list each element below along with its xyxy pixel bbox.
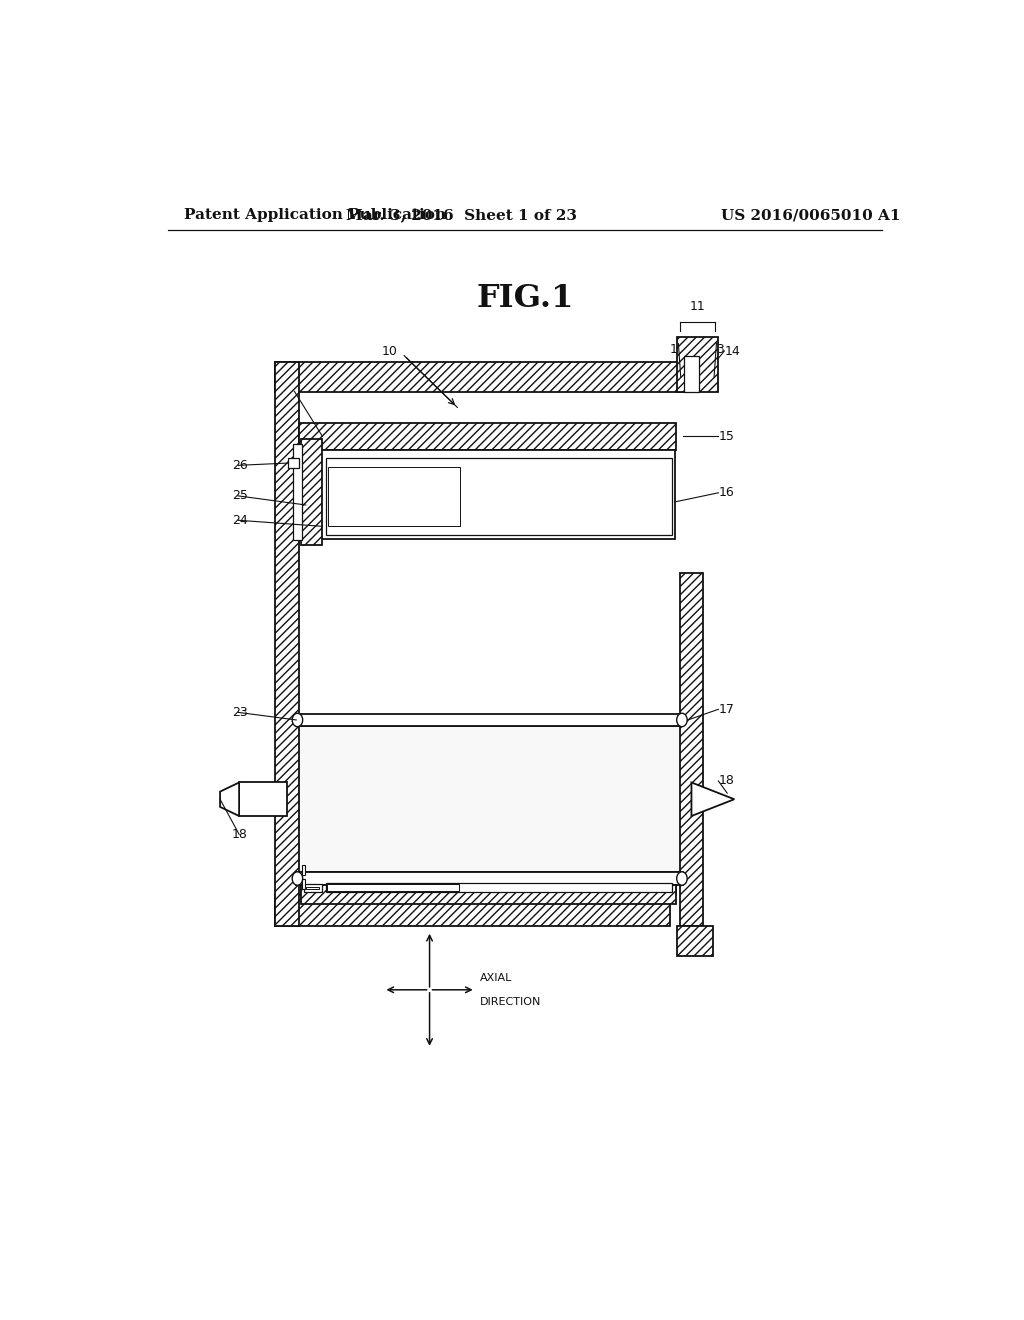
Bar — [240, 783, 287, 816]
Text: 23: 23 — [232, 706, 248, 719]
Bar — [306, 887, 319, 888]
Text: Patent Application Publication: Patent Application Publication — [183, 209, 445, 222]
Circle shape — [292, 713, 303, 727]
Bar — [274, 362, 299, 925]
Circle shape — [677, 871, 687, 886]
Bar — [274, 895, 670, 925]
Text: FIG.1: FIG.1 — [476, 284, 573, 314]
Bar — [301, 884, 676, 904]
Bar — [302, 879, 304, 888]
Bar — [296, 714, 683, 726]
Bar — [326, 458, 673, 536]
Text: 25: 25 — [232, 490, 248, 503]
Text: 16: 16 — [719, 486, 734, 499]
Polygon shape — [220, 783, 240, 816]
Text: 13: 13 — [710, 343, 726, 356]
Text: 17: 17 — [719, 702, 734, 715]
Bar — [328, 884, 459, 891]
Text: RADIAL: RADIAL — [410, 917, 450, 928]
Text: 27: 27 — [278, 384, 294, 397]
Bar — [293, 444, 302, 540]
Text: 14: 14 — [725, 345, 740, 358]
Bar — [302, 865, 304, 875]
Bar — [301, 440, 323, 545]
Bar — [680, 573, 703, 925]
Bar — [274, 362, 692, 392]
Text: 15: 15 — [719, 430, 734, 444]
Bar — [299, 422, 676, 450]
Bar — [677, 338, 718, 392]
Text: Mar. 3, 2016  Sheet 1 of 23: Mar. 3, 2016 Sheet 1 of 23 — [346, 209, 577, 222]
Text: DIRECTION: DIRECTION — [479, 997, 541, 1007]
Bar — [296, 873, 683, 884]
Bar — [301, 884, 676, 895]
Text: 18: 18 — [719, 775, 734, 788]
Bar — [684, 356, 698, 392]
Circle shape — [677, 713, 687, 727]
Text: US 2016/0065010 A1: US 2016/0065010 A1 — [721, 209, 900, 222]
Bar — [677, 925, 713, 956]
Bar — [301, 450, 675, 539]
Text: 12: 12 — [670, 343, 685, 356]
Bar — [326, 883, 673, 892]
Bar — [304, 884, 322, 891]
Text: 10: 10 — [382, 345, 398, 358]
Text: DIRECTION: DIRECTION — [399, 903, 460, 912]
Bar — [297, 726, 682, 873]
Bar — [328, 467, 460, 527]
Circle shape — [292, 871, 303, 886]
Text: AXIAL: AXIAL — [479, 973, 512, 982]
Text: 26: 26 — [232, 459, 248, 471]
Polygon shape — [691, 783, 734, 816]
Text: 11: 11 — [689, 300, 706, 313]
Text: 24: 24 — [232, 513, 248, 527]
Bar — [288, 458, 299, 469]
Text: 18: 18 — [232, 828, 248, 841]
